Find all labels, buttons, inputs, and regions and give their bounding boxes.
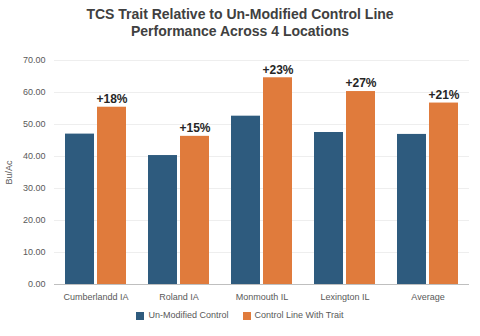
svg-text:60.00: 60.00 (23, 87, 46, 97)
svg-text:30.00: 30.00 (23, 183, 46, 193)
svg-text:0.00: 0.00 (28, 279, 46, 289)
html-text:Un-Modified Control: Un-Modified Control (148, 310, 229, 320)
html-text:TCS Trait Relative to Un-Modif: TCS Trait Relative to Un-Modified Contro… (86, 6, 394, 39)
svg-text:+23%: +23% (262, 63, 293, 77)
svg-text:40.00: 40.00 (23, 151, 46, 161)
svg-text:+15%: +15% (179, 121, 210, 135)
svg-text:70.00: 70.00 (23, 55, 46, 65)
svg-text:50.00: 50.00 (23, 119, 46, 129)
svg-text:Monmouth IL: Monmouth IL (236, 292, 289, 302)
svg-text:10.00: 10.00 (23, 247, 46, 257)
svg-text:+27%: +27% (345, 76, 376, 90)
svg-text:20.00: 20.00 (23, 215, 46, 225)
svg-text:+18%: +18% (96, 92, 127, 106)
svg-text:Bu/Ac: Bu/Ac (4, 160, 14, 185)
svg-text:Average: Average (411, 292, 444, 302)
html-text:Control Line With Trait: Control Line With Trait (254, 310, 344, 320)
svg-text:Cumberlandd IA: Cumberlandd IA (63, 292, 128, 302)
svg-text:Roland IA: Roland IA (159, 292, 199, 302)
svg-text:Lexington IL: Lexington IL (320, 292, 369, 302)
svg-text:+21%: +21% (428, 88, 459, 102)
